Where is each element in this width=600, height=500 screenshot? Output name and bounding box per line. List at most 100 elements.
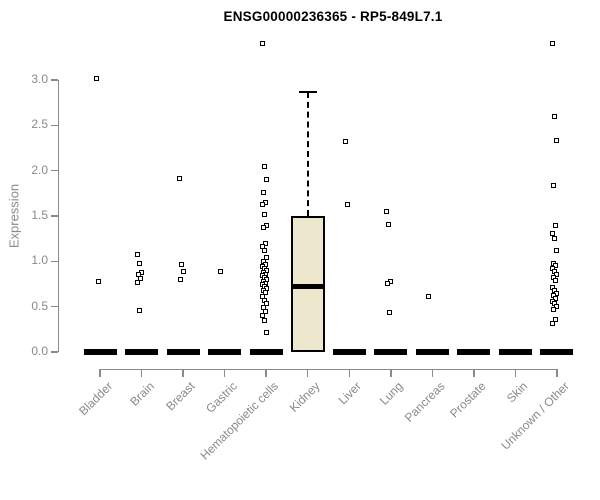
data-point	[138, 276, 144, 282]
zero-expression-bar	[457, 349, 491, 355]
y-tick-label: 0.5	[31, 298, 48, 313]
zero-expression-bar	[415, 349, 449, 355]
data-point	[262, 261, 268, 267]
x-axis-tick	[473, 368, 475, 377]
data-point	[260, 189, 266, 195]
x-axis-tick	[348, 368, 351, 377]
zero-expression-bar	[208, 349, 242, 355]
x-category-label: Pancreas	[401, 379, 448, 425]
data-point	[263, 177, 269, 183]
data-point	[553, 223, 559, 229]
box-whisker-cap	[298, 90, 317, 93]
data-point	[139, 269, 145, 275]
zero-expression-bar	[374, 349, 408, 355]
data-point	[554, 247, 560, 253]
y-tick-label: 2.0	[31, 162, 48, 177]
x-category-label: Prostate	[447, 379, 489, 421]
x-category-label: Gastric	[202, 379, 240, 416]
data-point	[95, 278, 101, 284]
data-point	[344, 201, 350, 207]
x-category-label: Skin	[503, 379, 531, 406]
x-axis-tick	[99, 368, 101, 377]
y-tick-label: 1.0	[31, 253, 48, 268]
x-category-label: Bladder	[75, 379, 115, 419]
data-point	[259, 41, 265, 47]
data-point	[261, 163, 267, 169]
x-axis-tick	[390, 368, 392, 377]
data-point	[553, 277, 559, 283]
y-axis-tick	[51, 169, 58, 172]
data-point	[385, 280, 391, 286]
data-point	[137, 260, 143, 266]
x-axis-tick	[431, 368, 434, 377]
data-point	[137, 307, 143, 313]
data-point	[552, 236, 558, 242]
y-axis-tick	[51, 124, 58, 127]
y-axis-tick	[51, 351, 58, 353]
data-point	[550, 230, 556, 236]
y-axis-tick	[51, 215, 58, 217]
y-axis-label: Expression	[6, 183, 22, 249]
x-category-label: Hematopoietic cells	[197, 379, 282, 463]
x-category-label: Lung	[376, 379, 406, 408]
data-point	[384, 208, 390, 214]
data-point	[550, 41, 556, 47]
data-point	[260, 225, 266, 231]
x-axis-tick	[306, 368, 309, 377]
data-point	[551, 182, 557, 188]
zero-expression-bar	[332, 349, 366, 355]
y-axis-tick	[51, 305, 58, 308]
data-point	[554, 304, 560, 310]
x-axis-tick	[514, 368, 517, 377]
data-point	[176, 176, 182, 182]
data-point	[342, 139, 348, 145]
x-category-label: Breast	[163, 379, 198, 414]
data-point	[262, 308, 268, 314]
x-axis-tick	[182, 368, 184, 377]
x-category-label: Liver	[335, 379, 365, 408]
data-point	[263, 301, 269, 307]
data-point	[135, 279, 141, 285]
data-point	[262, 289, 268, 295]
data-point	[180, 268, 186, 274]
data-point	[263, 255, 269, 261]
data-point	[553, 296, 559, 301]
x-axis-tick	[140, 368, 143, 377]
y-tick-label: 2.5	[31, 117, 48, 132]
zero-expression-bar	[498, 349, 532, 355]
x-axis-tick	[556, 368, 558, 377]
data-point	[553, 263, 559, 269]
data-point	[259, 201, 265, 207]
box-iqr	[290, 216, 325, 352]
data-point	[135, 252, 141, 258]
x-axis-tick	[265, 368, 267, 377]
y-tick-label: 1.5	[31, 208, 48, 222]
y-tick-label: 0.0	[31, 344, 48, 358]
data-point	[261, 317, 267, 323]
zero-expression-bar	[249, 349, 283, 355]
data-point	[261, 211, 267, 217]
data-point	[386, 221, 392, 227]
data-point	[177, 276, 183, 282]
data-point	[387, 309, 393, 315]
data-point	[178, 261, 184, 267]
data-point	[425, 294, 431, 300]
data-point	[261, 247, 267, 253]
box-whisker	[306, 91, 309, 216]
x-axis-line	[100, 368, 557, 370]
y-axis-line	[57, 80, 59, 352]
y-tick-label: 3.0	[31, 72, 48, 86]
data-point	[553, 316, 559, 322]
data-point	[218, 268, 224, 274]
zero-expression-bar	[166, 349, 200, 355]
zero-expression-bar	[540, 349, 574, 355]
data-point	[552, 113, 558, 119]
data-point	[554, 290, 560, 296]
data-point	[262, 240, 268, 246]
x-category-label: Brain	[126, 379, 157, 409]
box-median	[290, 284, 325, 290]
zero-expression-bar	[83, 349, 117, 355]
data-point	[93, 75, 99, 81]
x-category-label: Kidney	[286, 379, 323, 415]
